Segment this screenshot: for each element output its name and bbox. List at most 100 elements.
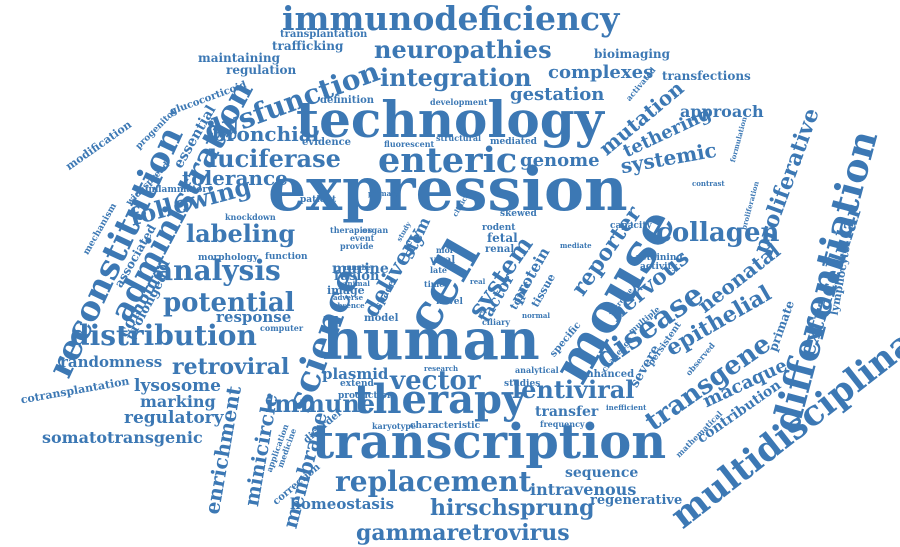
word: karyotype xyxy=(372,421,416,431)
word: formulation xyxy=(727,115,749,164)
word: gestation xyxy=(510,84,605,105)
word: lentiviral xyxy=(512,375,635,404)
word: activity xyxy=(640,262,677,272)
word: evidence xyxy=(302,137,352,148)
word: novel xyxy=(436,297,463,307)
word: integration xyxy=(380,63,532,92)
word: capacity xyxy=(610,221,652,231)
word: transcription xyxy=(312,414,667,470)
word: viral xyxy=(430,255,456,266)
word: production xyxy=(338,391,394,401)
word: ciliary xyxy=(482,317,511,327)
word: morphology xyxy=(198,253,259,263)
word: retroviral xyxy=(172,354,290,380)
word: characteristic xyxy=(410,421,481,431)
word: fluorescent xyxy=(384,139,435,149)
word: analysis xyxy=(155,254,281,287)
word: inefficient xyxy=(606,403,647,412)
word: fetal xyxy=(487,231,518,245)
word: modification xyxy=(63,118,135,173)
word: homeostasis xyxy=(290,495,395,513)
word: real xyxy=(470,277,486,286)
word: extend xyxy=(340,379,374,389)
word: absence xyxy=(333,301,365,310)
word: skewed xyxy=(500,209,537,219)
word: therapies xyxy=(330,225,373,235)
word: distribution xyxy=(70,319,257,352)
word: contrast xyxy=(692,179,725,188)
word: maintaining xyxy=(198,51,281,65)
word: vector xyxy=(390,366,481,396)
word: neuropathies xyxy=(374,35,552,64)
word: retaining xyxy=(636,253,683,263)
word: frequency xyxy=(540,419,585,429)
word: event xyxy=(350,233,375,243)
word: expression xyxy=(268,155,628,225)
word: immune xyxy=(265,389,376,418)
word: therapy xyxy=(354,376,526,423)
word: bioimaging xyxy=(594,47,671,61)
word: somatotransgenic xyxy=(42,428,203,447)
word: hirschsprung xyxy=(430,495,595,521)
word: patient xyxy=(300,195,337,205)
word: approach xyxy=(680,102,764,121)
word: marking xyxy=(140,392,216,411)
word: model xyxy=(364,313,399,324)
word: late xyxy=(430,265,448,275)
word: intravenous xyxy=(530,480,637,499)
word: knockdown xyxy=(225,212,276,222)
word: genome xyxy=(520,150,600,171)
word: primary xyxy=(368,189,399,198)
word: transplantation xyxy=(280,29,368,40)
word: transfer xyxy=(535,404,599,420)
word: technology xyxy=(296,90,604,149)
word: regulation xyxy=(226,63,297,77)
word: research xyxy=(424,364,459,373)
word: trafficking xyxy=(272,39,344,53)
word: normal xyxy=(522,311,551,320)
word: definition xyxy=(320,95,375,106)
word: gammaretrovirus xyxy=(356,520,570,546)
word: enhanced xyxy=(580,369,635,380)
word: regulatory xyxy=(124,408,224,428)
word: human xyxy=(322,307,540,373)
word: organ xyxy=(362,225,389,235)
word: structural xyxy=(436,133,482,143)
word: provide xyxy=(340,241,374,251)
word: response xyxy=(216,308,292,326)
word: computer xyxy=(260,323,304,333)
word: image xyxy=(327,284,365,297)
word: potential xyxy=(163,288,295,318)
word: time xyxy=(424,279,445,289)
word: replacement xyxy=(335,465,532,498)
word: luciferase xyxy=(208,144,341,173)
word: function xyxy=(265,252,308,262)
word: proliferative xyxy=(748,104,825,258)
word: murine xyxy=(332,261,389,277)
word: mediate xyxy=(560,241,592,250)
word: immunodeficiency xyxy=(282,0,620,38)
word: fusion xyxy=(334,269,380,284)
word: animal xyxy=(343,279,370,288)
word: enteric xyxy=(378,140,518,181)
word: analytical xyxy=(515,365,559,375)
word: transfections xyxy=(662,69,751,83)
word: randomness xyxy=(60,353,163,371)
word: labeling xyxy=(186,219,296,248)
word: bronchial xyxy=(212,122,320,146)
word: mediated xyxy=(490,137,537,147)
word: studies xyxy=(504,379,541,389)
word: number xyxy=(344,263,375,272)
word: regenerative xyxy=(590,493,683,508)
word: plasmid xyxy=(322,365,389,383)
word: rodent xyxy=(482,223,516,233)
word: adverse xyxy=(333,293,364,302)
word: tolerance xyxy=(182,166,288,190)
word: development xyxy=(430,97,488,107)
word: inflammatory xyxy=(145,185,213,195)
word: renal xyxy=(485,244,515,255)
word: complexes xyxy=(548,62,654,83)
word: more xyxy=(436,245,460,255)
word: collagen xyxy=(656,218,780,248)
